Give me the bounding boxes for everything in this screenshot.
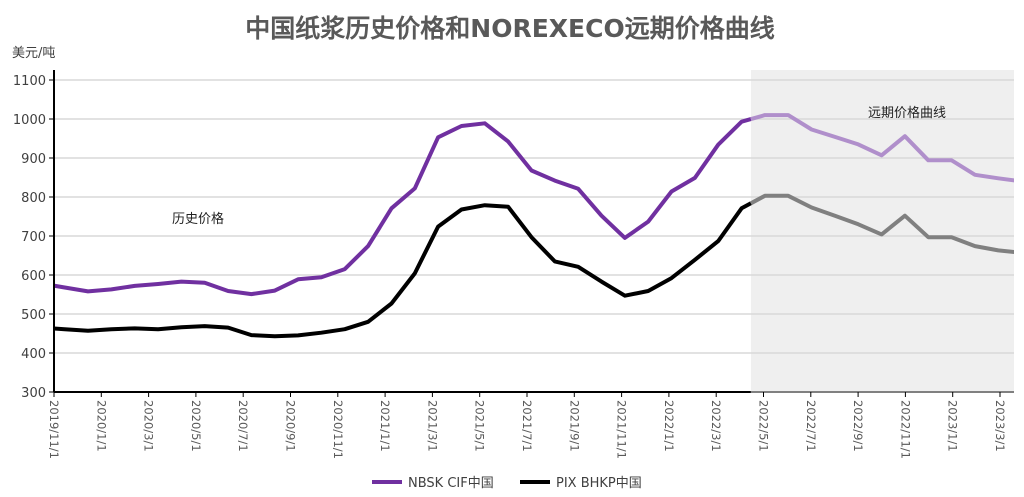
x-tick-label: 2022/1/1 — [662, 400, 676, 452]
legend-label-nbsk: NBSK CIF中国 — [408, 476, 494, 491]
x-tick-label: 2021/11/1 — [615, 400, 629, 459]
x-tick-label: 2019/11/1 — [47, 400, 61, 459]
y-tick-label: 400 — [21, 347, 46, 362]
legend-label-pix: PIX BHKP中国 — [556, 476, 642, 491]
series-line-forecast-1 — [749, 193, 1014, 255]
x-tick-label: 2020/3/1 — [142, 400, 156, 452]
series-line-history-1 — [54, 201, 752, 339]
x-tick-label: 2020/11/1 — [331, 400, 345, 459]
series-line-history-0 — [54, 117, 752, 297]
y-tick-label: 1100 — [13, 74, 46, 89]
y-tick-label: 700 — [21, 230, 46, 245]
x-tick-label: 2020/5/1 — [189, 400, 203, 452]
x-tick-label: 2022/3/1 — [709, 400, 723, 452]
y-tick-label: 800 — [21, 191, 46, 206]
forecast-annotation: 远期价格曲线 — [868, 105, 946, 121]
y-tick-label: 300 — [21, 386, 46, 401]
x-tick-label: 2021/5/1 — [473, 400, 487, 452]
x-tick-label: 2022/5/1 — [757, 400, 771, 452]
legend: NBSK CIF中国 PIX BHKP中国 — [372, 476, 642, 491]
x-tick-label: 2020/1/1 — [94, 400, 108, 452]
x-tick-label: 2021/9/1 — [567, 400, 581, 452]
y-tick-label: 900 — [21, 152, 46, 167]
y-tick-label: 1000 — [13, 113, 46, 128]
history-annotation: 历史价格 — [172, 211, 224, 227]
x-tick-label: 2023/3/1 — [993, 400, 1007, 452]
y-tick-label: 600 — [21, 269, 46, 284]
x-tick-label: 2021/1/1 — [378, 400, 392, 452]
chart-title: 中国纸浆历史价格和NOREXECO远期价格曲线 — [245, 14, 774, 43]
x-tick-label: 2020/9/1 — [284, 400, 298, 452]
x-tick-label: 2022/7/1 — [804, 400, 818, 452]
forecast-region-shade — [750, 70, 1014, 392]
x-tick-label: 2022/11/1 — [898, 400, 912, 459]
x-tick-label: 2023/1/1 — [946, 400, 960, 452]
x-tick-label: 2021/7/1 — [520, 400, 534, 452]
series-line-forecast-0 — [750, 113, 1014, 183]
x-tick-label: 2021/3/1 — [425, 400, 439, 452]
y-axis-unit-label: 美元/吨 — [12, 46, 55, 61]
y-tick-label: 500 — [21, 308, 46, 323]
x-tick-label: 2020/7/1 — [236, 400, 250, 452]
x-tick-label: 2022/9/1 — [851, 400, 865, 452]
